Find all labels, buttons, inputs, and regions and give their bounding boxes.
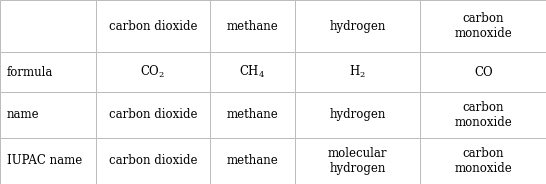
Bar xyxy=(0,52,96,92)
Text: carbon dioxide: carbon dioxide xyxy=(109,155,197,167)
Bar xyxy=(0,92,96,138)
Text: methane: methane xyxy=(227,20,278,33)
Bar xyxy=(96,92,210,138)
Text: formula: formula xyxy=(7,66,53,79)
Text: carbon
monoxide: carbon monoxide xyxy=(454,101,512,129)
Bar xyxy=(96,0,210,52)
Bar xyxy=(96,138,210,184)
Text: carbon
monoxide: carbon monoxide xyxy=(454,12,512,40)
Text: IUPAC name: IUPAC name xyxy=(7,155,82,167)
Text: carbon
monoxide: carbon monoxide xyxy=(454,147,512,175)
Bar xyxy=(96,52,210,92)
Bar xyxy=(420,0,546,52)
Bar xyxy=(210,138,295,184)
Bar xyxy=(420,52,546,92)
Text: name: name xyxy=(7,109,39,121)
Bar xyxy=(420,138,546,184)
Bar xyxy=(295,0,420,52)
Bar xyxy=(420,92,546,138)
Text: carbon dioxide: carbon dioxide xyxy=(109,109,197,121)
Bar xyxy=(295,52,420,92)
Text: methane: methane xyxy=(227,155,278,167)
Text: molecular
hydrogen: molecular hydrogen xyxy=(328,147,387,175)
Text: $\mathregular{CH_4}$: $\mathregular{CH_4}$ xyxy=(239,64,266,80)
Bar xyxy=(295,138,420,184)
Text: $\mathregular{H_2}$: $\mathregular{H_2}$ xyxy=(349,64,366,80)
Bar xyxy=(210,92,295,138)
Text: $\mathregular{CO_2}$: $\mathregular{CO_2}$ xyxy=(140,64,165,80)
Bar xyxy=(295,92,420,138)
Bar xyxy=(0,0,96,52)
Text: CO: CO xyxy=(474,66,492,79)
Bar xyxy=(210,0,295,52)
Bar xyxy=(210,52,295,92)
Text: methane: methane xyxy=(227,109,278,121)
Text: carbon dioxide: carbon dioxide xyxy=(109,20,197,33)
Text: hydrogen: hydrogen xyxy=(329,109,386,121)
Bar xyxy=(0,138,96,184)
Text: hydrogen: hydrogen xyxy=(329,20,386,33)
